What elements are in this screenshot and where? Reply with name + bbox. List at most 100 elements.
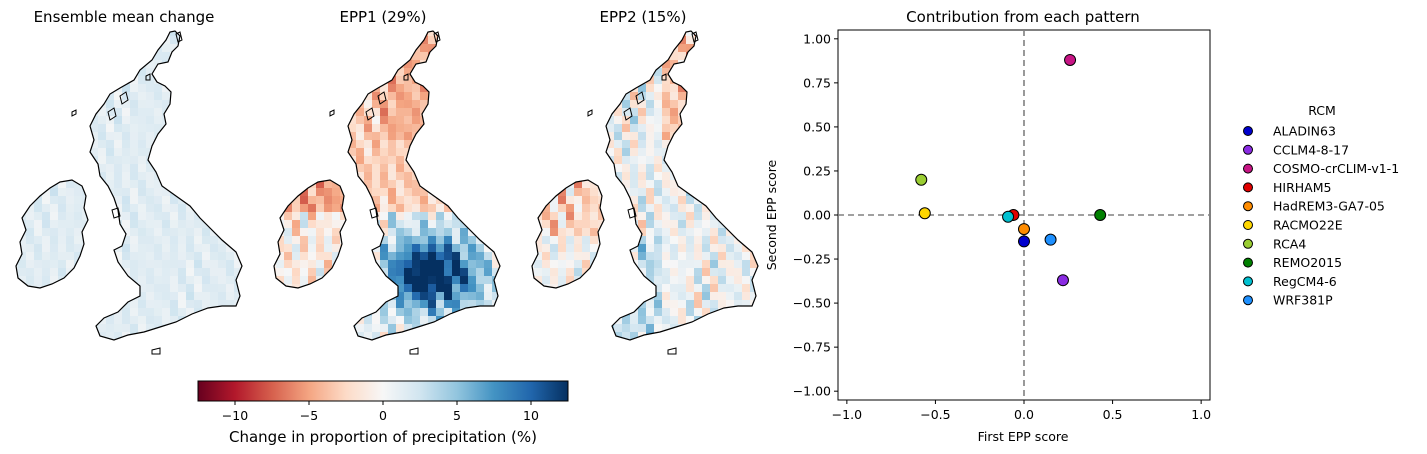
island-outline	[661, 73, 667, 81]
legend-marker	[1243, 238, 1253, 249]
y-tick-label: −0.25	[793, 252, 831, 267]
island-outline	[107, 107, 117, 121]
legend-item: WRF381P	[1243, 293, 1333, 308]
island-outline	[627, 207, 637, 219]
y-tick-label: 0.75	[803, 75, 831, 90]
point-cclm4-8-17	[1056, 274, 1069, 287]
x-tick-label: −0.5	[920, 407, 950, 422]
island-outline	[667, 347, 677, 355]
island-outline	[433, 31, 441, 43]
great-britain-coastline	[347, 30, 501, 341]
island-outline	[329, 109, 335, 117]
legend-marker	[1243, 126, 1253, 136]
y-tick-label: −0.50	[793, 296, 831, 311]
legend-item: ALADIN63	[1243, 124, 1336, 139]
legend-item: HIRHAM5	[1243, 180, 1331, 195]
colorbar-tick-label: 5	[453, 408, 461, 423]
island-outline	[587, 109, 593, 117]
legend-label: HadREM3-GA7-05	[1273, 199, 1385, 214]
legend-marker	[1243, 182, 1253, 193]
legend-label: COSMO-crCLIM-v1-1	[1273, 161, 1399, 176]
map-title: EPP1 (29%)	[340, 8, 427, 26]
island-outline	[403, 73, 409, 81]
great-britain-coastline	[605, 30, 759, 341]
legend: RCM ALADIN63 CCLM4-8-17 COSMO-crCLIM-v1-1 H…	[1243, 103, 1399, 308]
great-britain-coastline	[89, 30, 243, 341]
map-title: Ensemble mean change	[34, 8, 215, 26]
colorbar-label: Change in proportion of precipitation (%…	[229, 428, 537, 446]
x-tick-label: 0.5	[1103, 407, 1123, 422]
point-rca4	[915, 173, 928, 186]
legend-label: ALADIN63	[1273, 124, 1336, 139]
colorbar-gradient	[197, 380, 569, 402]
legend-label: WRF381P	[1273, 293, 1333, 308]
ireland-coastline	[531, 179, 605, 289]
island-outline	[377, 91, 387, 105]
map-panel-epp1: EPP1 (29%)	[273, 8, 501, 355]
legend-label: REMO2015	[1273, 255, 1342, 270]
point-regcm4-6	[1002, 210, 1015, 223]
legend-marker	[1243, 276, 1253, 287]
point-remo2015	[1094, 209, 1107, 221]
ireland-coastline	[15, 179, 89, 289]
legend-label: RegCM4-6	[1273, 274, 1337, 289]
colorbar: −10 −5 0 5 10 Change in proportion of precip…	[197, 380, 569, 446]
island-outline	[71, 109, 77, 117]
legend-item: RCA4	[1243, 236, 1306, 251]
island-outline	[119, 91, 129, 105]
y-tick-label: 0.50	[803, 119, 831, 134]
island-outline	[151, 347, 161, 355]
island-outline	[623, 107, 633, 121]
point-racmo22e	[918, 207, 931, 220]
colorbar-tick-label: 10	[523, 408, 539, 423]
island-outline	[111, 207, 121, 219]
legend-item: REMO2015	[1243, 255, 1342, 270]
legend-marker	[1243, 295, 1253, 306]
map-panel-epp2: EPP2 (15%)	[531, 8, 759, 355]
colorbar-tick-label: −10	[222, 408, 248, 423]
legend-item: HadREM3-GA7-05	[1243, 199, 1385, 214]
x-axis-label: First EPP score	[978, 429, 1069, 444]
island-outline	[635, 91, 645, 105]
y-tick-label: 0.25	[803, 163, 831, 178]
colorbar-tick-label: −5	[300, 408, 318, 423]
scatter-chart: Contribution from each pattern −1.0 −0.5 0…	[764, 8, 1211, 444]
island-outline	[369, 207, 379, 219]
legend-marker	[1243, 257, 1253, 268]
legend-item: RACMO22E	[1243, 218, 1343, 233]
legend-marker	[1243, 220, 1253, 230]
point-hadrem3-ga7-05	[1018, 223, 1030, 236]
legend-marker	[1243, 201, 1253, 212]
ireland-coastline	[273, 179, 347, 289]
legend-marker	[1243, 163, 1253, 174]
y-tick-label: −0.75	[793, 340, 831, 355]
island-outline	[175, 31, 183, 43]
island-outline	[145, 73, 151, 81]
legend-item: RegCM4-6	[1243, 274, 1337, 289]
legend-label: HIRHAM5	[1273, 180, 1331, 195]
colorbar-tick-label: 0	[379, 408, 387, 423]
y-tick-label: 0.00	[803, 208, 831, 223]
legend-title: RCM	[1308, 103, 1336, 118]
point-wrf381p	[1044, 233, 1057, 246]
legend-item: COSMO-crCLIM-v1-1	[1243, 161, 1399, 176]
legend-label: RCA4	[1273, 236, 1306, 251]
x-tick-label: −1.0	[832, 407, 862, 422]
legend-label: RACMO22E	[1273, 218, 1343, 233]
chart-title: Contribution from each pattern	[906, 8, 1140, 26]
point-aladin63	[1018, 235, 1030, 248]
x-tick-label: 0.0	[1014, 407, 1034, 422]
point-cosmo-crclim-v1-1	[1064, 53, 1077, 66]
map-title: EPP2 (15%)	[600, 8, 687, 26]
x-tick-label: 1.0	[1191, 407, 1211, 422]
legend-label: CCLM4-8-17	[1273, 142, 1349, 157]
island-outline	[365, 107, 375, 121]
island-outline	[409, 347, 419, 355]
map-panel-ensemble-mean: Ensemble mean change	[15, 8, 243, 355]
legend-marker	[1243, 144, 1253, 155]
legend-item: CCLM4-8-17	[1243, 142, 1349, 157]
y-tick-label: −1.00	[793, 384, 831, 399]
y-axis-label: Second EPP score	[764, 159, 779, 270]
island-outline	[691, 31, 699, 43]
